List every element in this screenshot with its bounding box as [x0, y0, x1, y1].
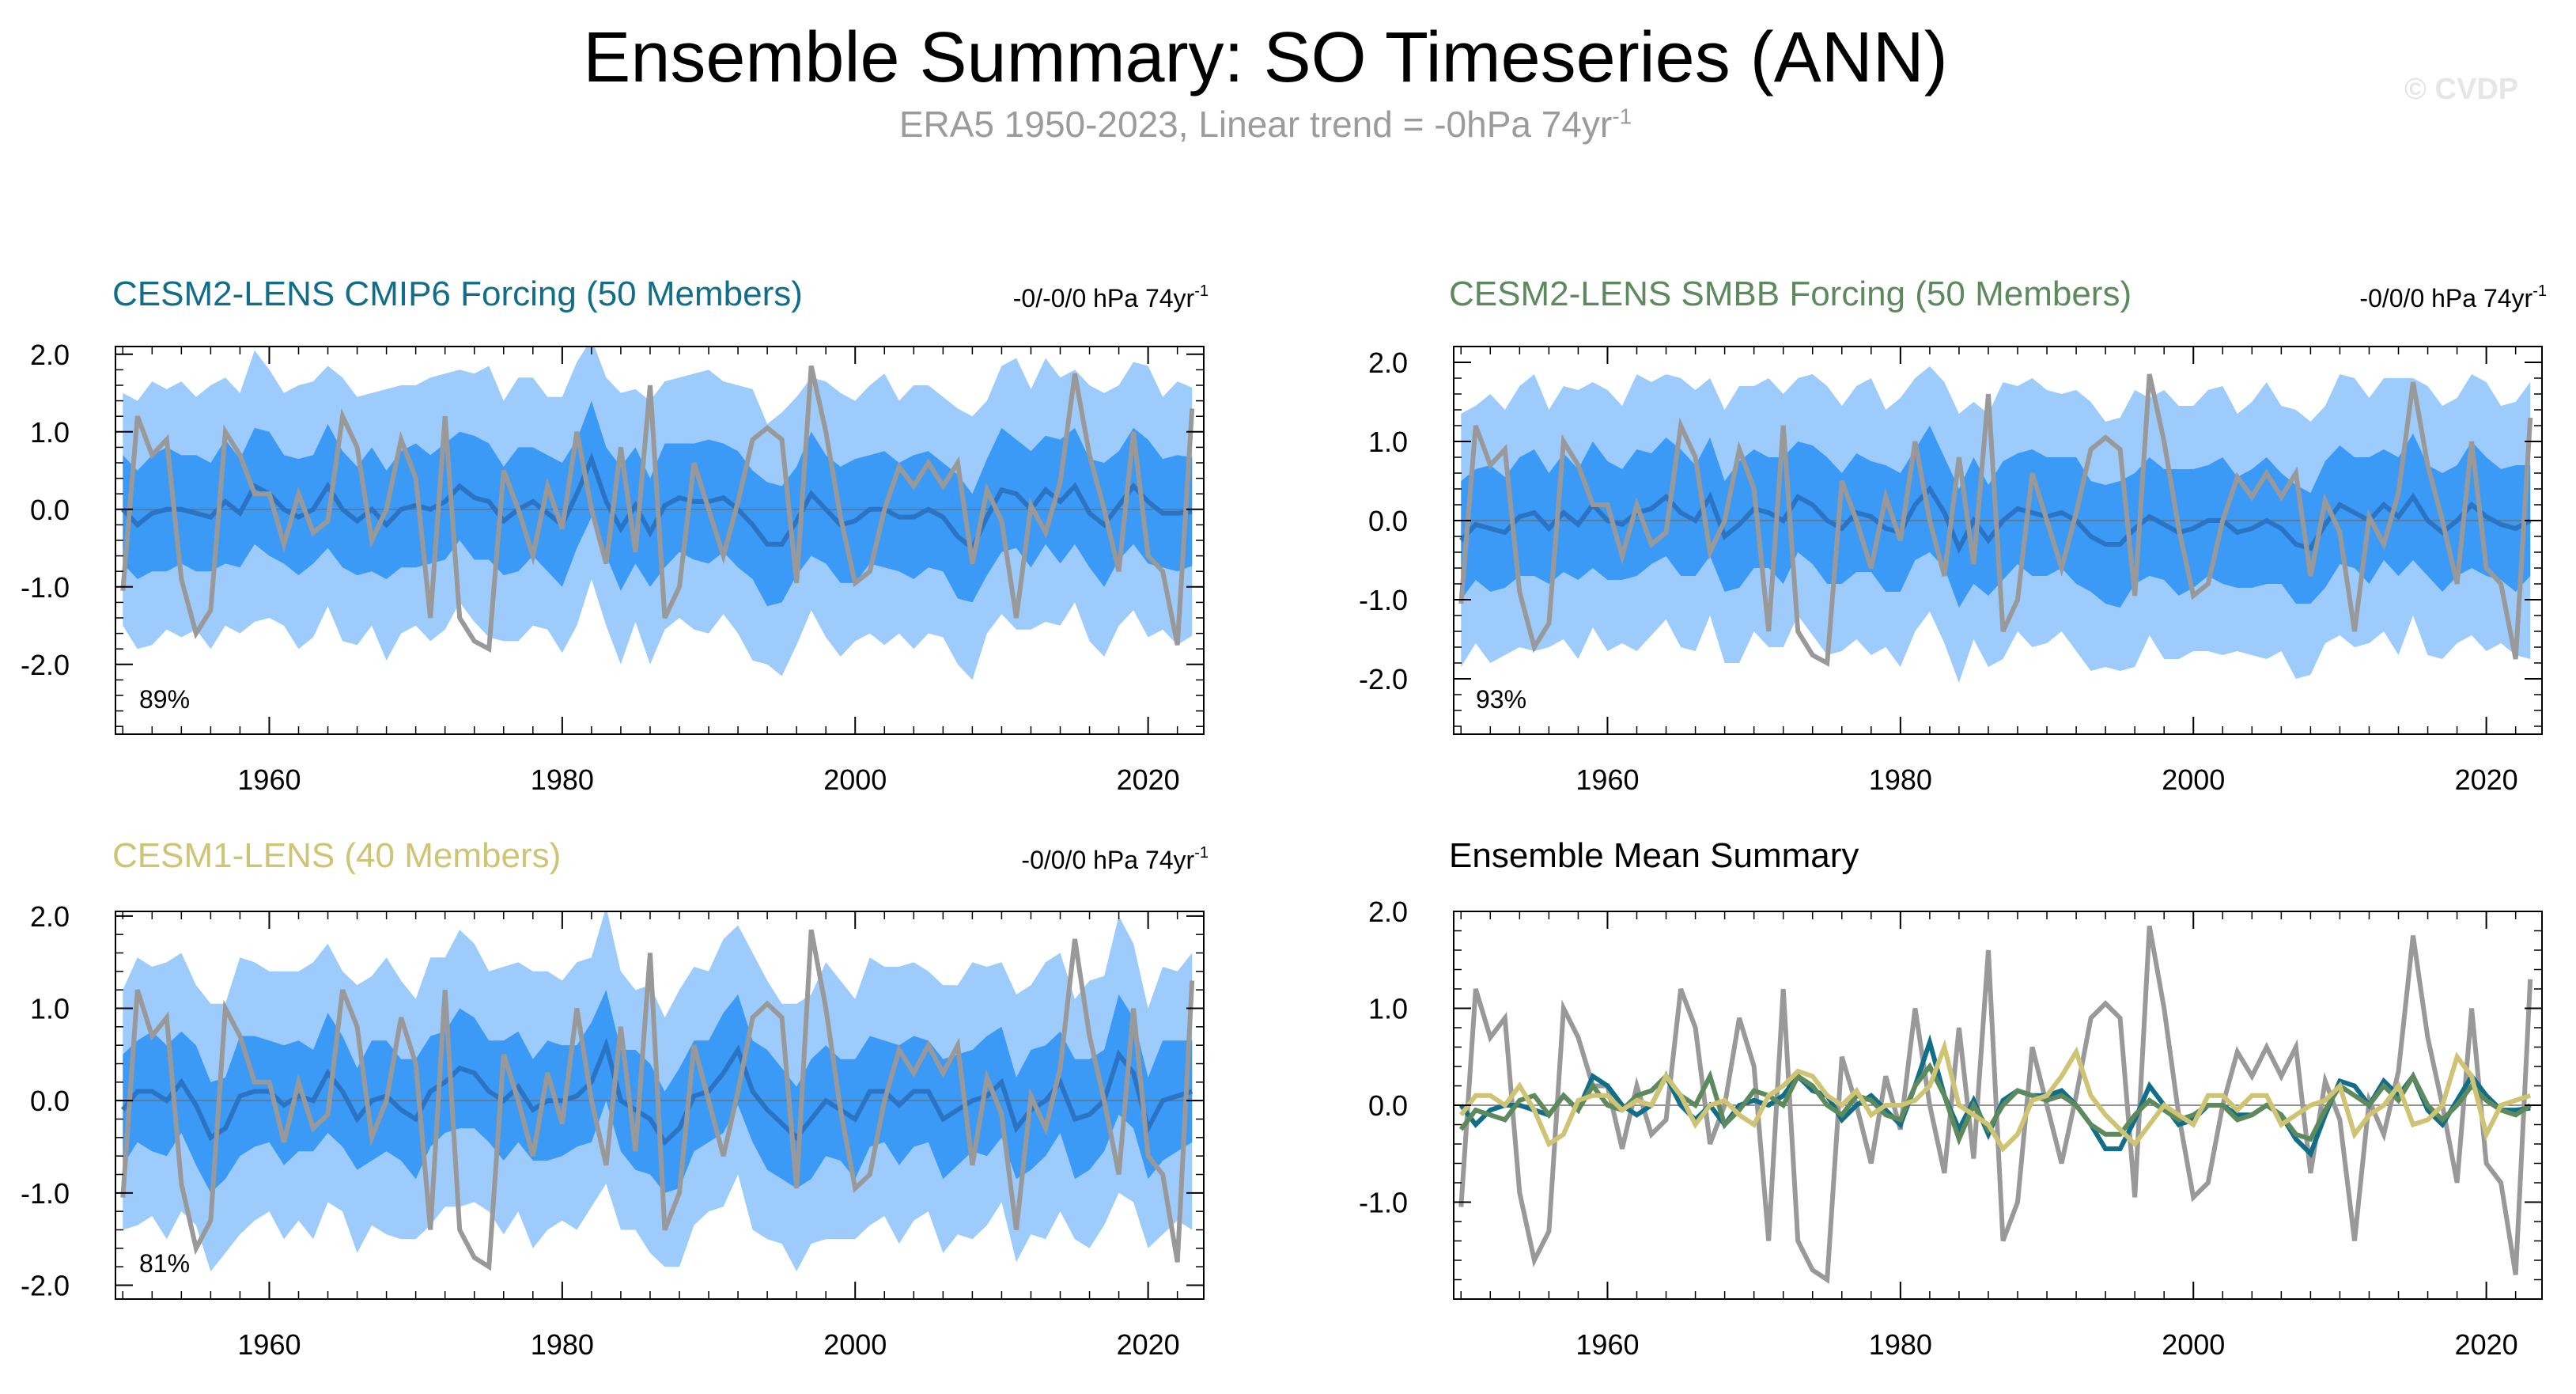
y-tick-label: 1.0: [1368, 993, 1408, 1025]
y-tick-label: 1.0: [1368, 426, 1408, 458]
watermark: © CVDP: [2404, 73, 2519, 106]
x-tick-label: 1960: [1575, 1328, 1639, 1361]
y-tick-label: 1.0: [30, 993, 70, 1025]
plot-area: [115, 911, 1204, 1271]
summary-line-cesm1: [1458, 1039, 2532, 1153]
plot-area: [115, 347, 1204, 680]
trend-text: -0/0/0 hPa 74yr: [1021, 846, 1194, 874]
y-tick-label: -2.0: [21, 1270, 70, 1302]
y-tick-label: 2.0: [1368, 347, 1408, 379]
x-tick-label: 2020: [2455, 763, 2518, 796]
panel-cesm1: CESM1-LENS (40 Members) -0/0/0 hPa 74yr-1…: [21, 836, 1209, 1361]
x-tick-label: 2020: [2455, 1328, 2518, 1361]
percent-label: 93%: [1476, 685, 1526, 714]
page-subtitle: ERA5 1950-2023, Linear trend = -0hPa 74y…: [0, 103, 2531, 146]
trend-text: -0/-0/0 hPa 74yr: [1013, 284, 1195, 313]
subtitle-superscript: -1: [1612, 104, 1632, 129]
y-tick-label: -1.0: [21, 1177, 70, 1210]
x-tick-label: 1960: [1575, 763, 1639, 796]
y-tick-label: 0.0: [30, 494, 70, 526]
panel-cmip6: CESM2-LENS CMIP6 Forcing (50 Members) -0/…: [21, 275, 1209, 796]
y-tick-label: 2.0: [1368, 896, 1408, 928]
x-tick-label: 2000: [823, 763, 887, 796]
y-tick-label: 0.0: [30, 1085, 70, 1117]
trend-label: -0/0/0 hPa 74yr-1: [1021, 844, 1209, 874]
plot-frame: [1453, 346, 2543, 735]
y-tick-label: 0.0: [1368, 1089, 1408, 1122]
x-tick-label: 2000: [823, 1328, 887, 1361]
observations-line: [1458, 373, 2533, 667]
x-tick-label: 2000: [2162, 1328, 2225, 1361]
page-title: Ensemble Summary: SO Timeseries (ANN): [583, 18, 1948, 97]
x-tick-label: 1960: [237, 763, 301, 796]
plot-area: [1454, 366, 2542, 683]
panel-title: CESM2-LENS SMBB Forcing (50 Members): [1449, 275, 2132, 313]
trend-superscript: -1: [1194, 282, 1209, 300]
y-tick-label: -1.0: [21, 571, 70, 604]
x-tick-label: 1980: [1869, 763, 1932, 796]
panel-summary: Ensemble Mean Summary 2.0 1.0 0.0 -1.0 1960 19…: [1359, 836, 2543, 1361]
panel-title: CESM2-LENS CMIP6 Forcing (50 Members): [112, 275, 803, 313]
percent-label: 89%: [139, 685, 190, 714]
plot-area: [1454, 925, 2542, 1284]
y-tick-label: -2.0: [1359, 663, 1408, 695]
y-tick-label: 2.0: [30, 900, 70, 933]
y-tick-label: -1.0: [1359, 1187, 1408, 1219]
panel-smbb: CESM2-LENS SMBB Forcing (50 Members) -0/0…: [1359, 275, 2547, 796]
summary-line-smbb: [1458, 1062, 2532, 1146]
trend-superscript: -1: [1194, 844, 1209, 862]
observations-line: [120, 365, 1195, 653]
y-tick-label: 2.0: [30, 339, 70, 371]
observations-line: [120, 929, 1195, 1271]
x-tick-label: 1960: [237, 1328, 301, 1361]
y-tick-label: 0.0: [1368, 505, 1408, 537]
percent-label: 81%: [139, 1249, 190, 1278]
trend-label: -0/0/0 hPa 74yr-1: [2359, 282, 2547, 313]
trend-text: -0/0/0 hPa 74yr: [2359, 284, 2532, 313]
x-tick-label: 2020: [1117, 1328, 1180, 1361]
y-tick-label: 1.0: [30, 416, 70, 449]
x-tick-label: 1980: [531, 763, 594, 796]
plot-frame: [115, 911, 1205, 1300]
subtitle-text: ERA5 1950-2023, Linear trend = -0hPa 74y…: [898, 104, 1613, 145]
panel-title: CESM1-LENS (40 Members): [112, 836, 561, 875]
panel-title: Ensemble Mean Summary: [1449, 836, 1859, 875]
y-tick-label: -2.0: [21, 649, 70, 681]
x-tick-label: 2020: [1117, 763, 1180, 796]
y-tick-label: -1.0: [1359, 584, 1408, 616]
x-tick-label: 1980: [531, 1328, 594, 1361]
trend-superscript: -1: [2532, 282, 2547, 300]
x-tick-label: 1980: [1869, 1328, 1932, 1361]
trend-label: -0/-0/0 hPa 74yr-1: [1013, 282, 1209, 313]
x-tick-label: 2000: [2162, 763, 2225, 796]
